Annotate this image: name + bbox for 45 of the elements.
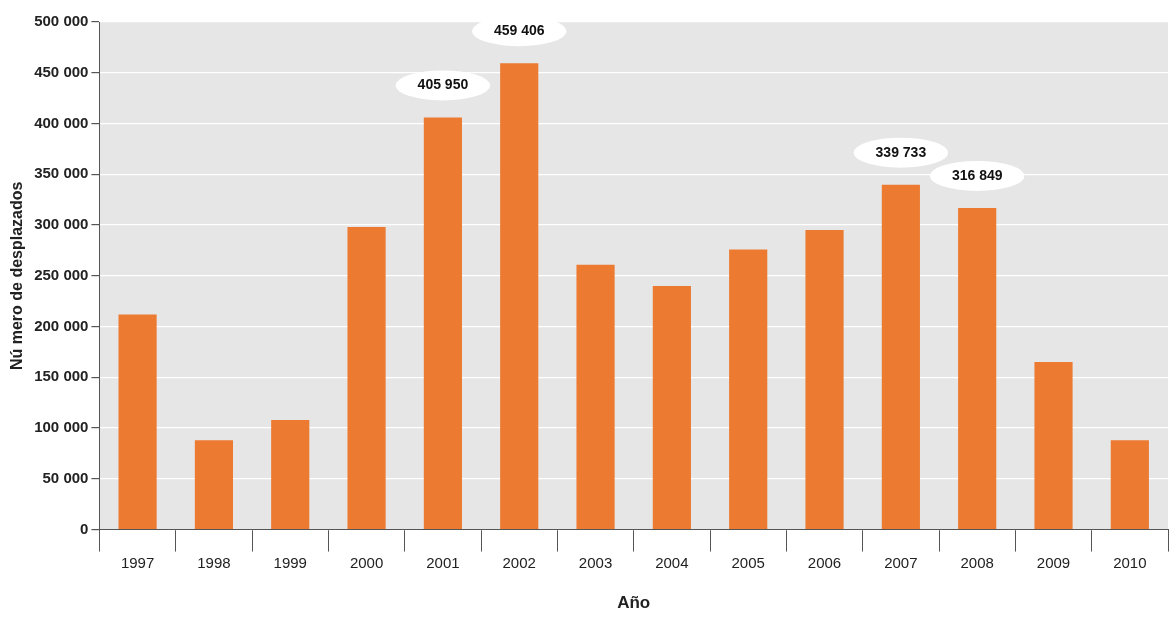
- y-tick-label: 250 000: [34, 265, 89, 283]
- y-tick-label: 300 000: [34, 215, 89, 233]
- y-tick-label: 350 000: [34, 164, 89, 182]
- bar: [347, 227, 386, 529]
- x-tick-label: 2009: [1036, 553, 1071, 571]
- bar: [1110, 440, 1149, 529]
- x-tick-label: 2002: [502, 553, 536, 571]
- data-label: 459 406: [493, 22, 545, 39]
- bar: [652, 285, 691, 529]
- x-tick-label: 2008: [960, 553, 994, 571]
- x-tick-label: 2003: [578, 553, 613, 571]
- bar: [194, 440, 233, 529]
- y-tick-label: 150 000: [34, 367, 89, 385]
- bar: [1034, 362, 1073, 529]
- bar: [805, 230, 844, 529]
- x-tick-label: 1999: [273, 553, 307, 571]
- bar: [881, 184, 920, 529]
- x-tick-label: 2006: [807, 553, 842, 571]
- y-tick-label: 0: [80, 519, 89, 537]
- bar: [423, 117, 462, 529]
- x-tick-label: 2005: [731, 553, 765, 571]
- x-tick-label: 2004: [655, 553, 689, 571]
- x-axis-title: Año: [617, 593, 651, 613]
- data-label: 405 950: [417, 76, 469, 93]
- bar: [958, 207, 997, 529]
- bar: [576, 264, 615, 529]
- x-tick-label: 1998: [197, 553, 231, 571]
- x-tick-label: 2001: [426, 553, 460, 571]
- bar: [729, 249, 768, 529]
- y-tick-label: 200 000: [34, 316, 89, 334]
- y-axis-title: Nú mero de desplazados: [8, 181, 26, 371]
- y-tick-label: 50 000: [42, 468, 89, 486]
- bar: [271, 419, 310, 529]
- data-label: 316 849: [951, 166, 1003, 183]
- x-tick-label: 2007: [884, 553, 918, 571]
- y-tick-label: 400 000: [34, 113, 89, 131]
- x-tick-label: 1997: [120, 553, 155, 571]
- y-tick-label: 500 000: [34, 12, 89, 30]
- bar: [118, 314, 157, 529]
- y-tick-label: 100 000: [34, 418, 89, 436]
- bar: [500, 63, 539, 529]
- data-label: 339 733: [875, 143, 927, 160]
- y-tick-label: 450 000: [34, 62, 89, 80]
- x-tick-label: 2000: [349, 553, 384, 571]
- x-tick-label: 2010: [1113, 553, 1147, 571]
